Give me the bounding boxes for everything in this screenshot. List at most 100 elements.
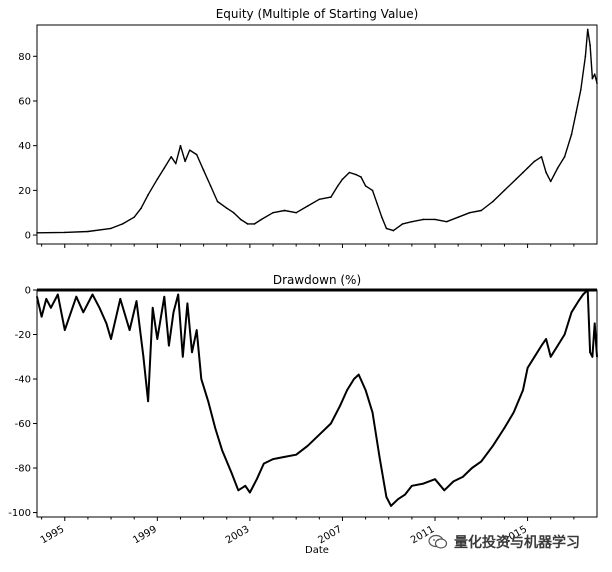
equity-data-point: [306, 205, 309, 207]
equity-data-point: [563, 156, 566, 158]
drawdown-data-point: [82, 311, 85, 314]
drawdown-data-point: [411, 485, 413, 487]
drawdown-data-point: [262, 462, 265, 465]
equity-data-point: [545, 171, 547, 174]
equity-data-point: [225, 207, 228, 210]
equity-data-point: [170, 156, 173, 158]
equity-data-point: [87, 230, 89, 233]
drawdown-data-point: [119, 298, 122, 300]
equity-data-point: [188, 149, 191, 151]
equity-data-point: [584, 55, 587, 58]
equity-data-point: [175, 162, 177, 165]
equity-series-line: [36, 28, 598, 234]
drawdown-data-point: [589, 351, 591, 354]
drawdown-data-point: [378, 456, 381, 458]
drawdown-data-point: [404, 493, 406, 496]
equity-ytick-label: 20: [18, 186, 31, 197]
drawdown-data-point: [45, 298, 48, 300]
drawdown-data-point: [151, 307, 154, 309]
equity-data-point: [376, 202, 378, 205]
drawdown-ytick-label: -20: [15, 330, 31, 341]
drawdown-data-point: [156, 338, 159, 340]
watermark-text: 量化投资与机器学习: [454, 535, 580, 551]
equity-data-point: [330, 196, 332, 198]
drawdown-data-point: [195, 329, 198, 331]
drawdown-data-point: [147, 400, 149, 403]
drawdown-data-point: [207, 400, 210, 403]
drawdown-data-point: [318, 433, 321, 436]
drawdown-data-point: [40, 315, 43, 318]
drawdown-data-point: [306, 444, 309, 447]
equity-data-point: [253, 223, 256, 225]
drawdown-data-point: [63, 329, 66, 331]
drawdown-data-point: [353, 378, 355, 380]
drawdown-data-point: [283, 456, 286, 458]
drawdown-data-point: [172, 311, 175, 314]
equity-data-point: [457, 216, 459, 218]
equity-data-point: [195, 153, 198, 156]
drawdown-data-point: [142, 355, 145, 358]
drawdown-data-point: [110, 338, 112, 340]
drawdown-data-point: [443, 489, 446, 492]
chat-bubbles-icon: [428, 534, 448, 549]
drawdown-data-point: [295, 453, 297, 456]
equity-ytick-label: 60: [18, 96, 31, 107]
drawdown-data-point: [181, 355, 184, 358]
equity-data-point: [341, 178, 344, 180]
equity-axes: Equity (Multiple of Starting Value) 0 20 40…: [18, 7, 598, 248]
drawdown-data-point: [582, 293, 584, 296]
drawdown-data-point: [339, 404, 341, 407]
equity-data-point: [593, 73, 596, 75]
equity-frame: [36, 24, 598, 245]
equity-data-point: [492, 200, 494, 203]
equity-data-point: [411, 220, 413, 223]
drawdown-data-point: [563, 333, 566, 336]
drawdown-data-point: [371, 411, 374, 414]
equity-data-point: [575, 111, 577, 113]
equity-data-point: [348, 171, 351, 174]
drawdown-data-point: [577, 300, 580, 302]
equity-data-point: [63, 231, 66, 234]
drawdown-data-point: [163, 295, 166, 298]
drawdown-data-point: [533, 355, 536, 358]
drawdown-ytick-label: -40: [15, 375, 31, 386]
drawdown-data-point: [191, 351, 193, 354]
equity-data-point: [202, 169, 205, 172]
drawdown-data-point: [364, 389, 367, 391]
drawdown-data-point: [422, 482, 425, 485]
equity-data-point: [526, 167, 529, 169]
drawdown-data-point: [549, 355, 552, 358]
equity-data-point: [110, 227, 112, 230]
drawdown-data-point: [492, 444, 494, 447]
equity-data-point: [445, 220, 448, 223]
drawdown-data-point: [57, 293, 59, 296]
equity-data-point: [133, 216, 135, 218]
drawdown-data-point: [244, 485, 247, 487]
drawdown-data-point: [237, 489, 240, 492]
equity-data-point: [337, 185, 339, 187]
equity-data-point: [589, 44, 591, 46]
drawdown-data-point: [452, 480, 455, 483]
equity-data-point: [556, 167, 559, 169]
drawdown-data-point: [200, 378, 203, 380]
equity-data-point: [184, 160, 186, 163]
equity-data-point: [540, 156, 543, 158]
drawdown-data-point: [556, 344, 559, 347]
equity-data-point: [239, 218, 242, 221]
equity-data-point: [591, 77, 594, 80]
drawdown-xlabel: Date: [305, 545, 329, 556]
equity-data-point: [434, 218, 436, 221]
equity-data-point: [380, 216, 383, 218]
equity-data-point: [163, 167, 166, 169]
drawdown-data-point: [346, 389, 348, 391]
equity-data-point: [295, 211, 297, 214]
drawdown-ytick-label: -100: [8, 508, 31, 519]
drawdown-data-point: [593, 322, 596, 325]
drawdown-data-point: [330, 422, 332, 425]
drawdown-data-point: [540, 344, 543, 347]
drawdown-data-point: [545, 338, 547, 340]
drawdown-ytick-label: 0: [25, 286, 31, 297]
